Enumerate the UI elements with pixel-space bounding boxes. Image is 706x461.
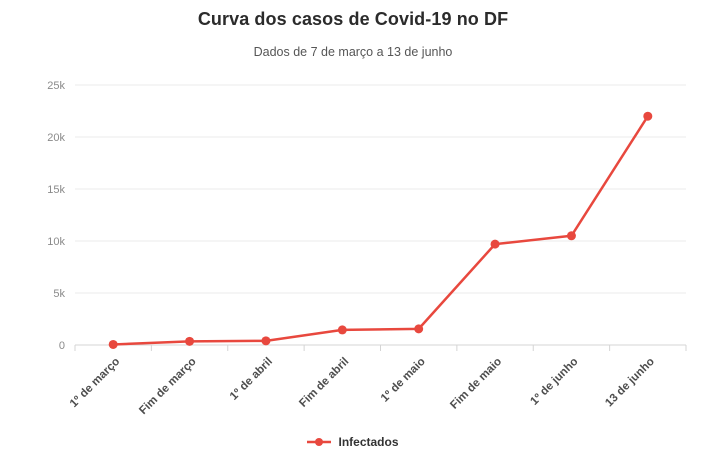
chart-subtitle: Dados de 7 de março a 13 de junho (253, 45, 453, 59)
y-axis-tick-label: 20k (47, 132, 65, 144)
data-point[interactable] (261, 336, 271, 346)
legend-item-label: Infectados (338, 435, 399, 449)
legend-marker-dot (315, 438, 324, 446)
x-axis-category-label: 13 de junho (603, 356, 657, 410)
data-point[interactable] (414, 324, 424, 334)
y-axis-tick-label: 15k (47, 184, 65, 196)
x-axis-category-label: 1º de abril (228, 356, 275, 403)
y-axis-tick-label: 10k (47, 236, 65, 248)
x-axis-category-label: Fim de abril (297, 356, 351, 410)
x-axis-category-label: 1º de março (68, 356, 122, 410)
data-point[interactable] (185, 336, 195, 346)
data-point[interactable] (490, 239, 500, 249)
data-point[interactable] (337, 325, 347, 335)
x-axis-category-label: 1º de junho (528, 356, 580, 408)
data-point[interactable] (566, 231, 576, 241)
chart-title: Curva dos casos de Covid-19 no DF (197, 9, 509, 29)
series-line-infectados (111, 114, 650, 346)
x-axis-category-label: Fim de março (137, 356, 198, 417)
y-axis-tick-label: 5k (53, 288, 65, 300)
legend-marker-icon (307, 438, 332, 446)
legend-item-infectados[interactable]: Infectados (307, 435, 399, 449)
y-axis-tick-label: 0 (59, 340, 65, 352)
data-point[interactable] (108, 339, 118, 349)
legend: Infectados (0, 435, 706, 449)
x-axis-category-label: 1º de maio (379, 356, 428, 405)
y-axis-tick-label: 25k (47, 80, 65, 92)
data-point[interactable] (643, 111, 653, 121)
x-axis-category-label: Fim de maio (448, 356, 504, 412)
